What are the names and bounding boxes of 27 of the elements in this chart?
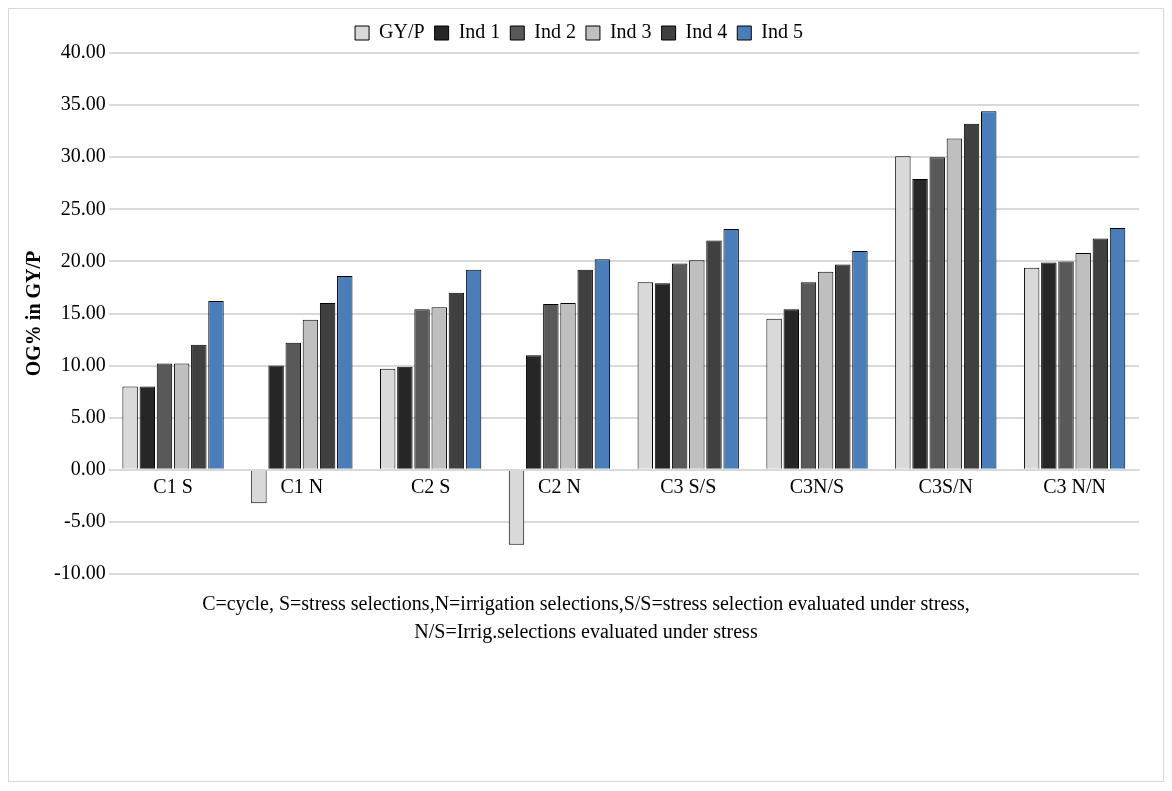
y-tick-label: 30.00 (60, 144, 106, 167)
legend-label: Ind 1 (458, 20, 501, 43)
x-tick-label: C3S/N (918, 475, 974, 498)
x-tick-label: C3 S/S (660, 475, 717, 498)
y-tick-label: -10.00 (53, 561, 106, 584)
y-tick-label: 0.00 (70, 457, 106, 480)
x-tick-label: C1 N (280, 475, 324, 498)
y-tick-label: 20.00 (60, 248, 106, 271)
y-tick-label: 35.00 (60, 92, 106, 115)
y-tick-label: 10.00 (60, 352, 106, 375)
y-axis-title: OG% in GY/P (22, 250, 45, 377)
x-tick-label: C2 N (538, 475, 581, 498)
x-tick-label: C2 S (410, 475, 451, 498)
legend-label: Ind 2 (534, 20, 576, 43)
y-tick-label: 15.00 (60, 300, 106, 323)
y-tick-label: 25.00 (60, 196, 106, 219)
legend-label: GY/P (379, 20, 425, 43)
y-tick-label: 5.00 (70, 404, 106, 427)
legend-label: Ind 4 (685, 20, 728, 43)
y-tick-label: -5.00 (63, 509, 106, 532)
x-tick-label: C1 S (153, 475, 193, 498)
y-tick-label: 40.00 (60, 40, 106, 63)
legend-label: Ind 3 (609, 20, 652, 43)
text: C=cycle, S=stress selections,N=irrigation selections,S/S=stress selection evaluated under stress, N/S=Irrig.selections evaluated under stress (201, 591, 971, 645)
x-tick-label: C3N/S (789, 475, 845, 498)
x-tick-label: C3 N/N (1043, 475, 1106, 498)
legend-label: Ind 5 (761, 20, 803, 43)
